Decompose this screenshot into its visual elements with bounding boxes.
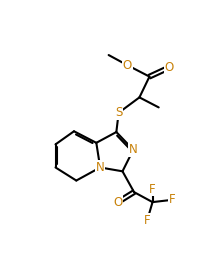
Text: F: F [144, 214, 151, 227]
Text: O: O [113, 196, 123, 209]
Text: F: F [149, 182, 156, 196]
Text: O: O [165, 61, 174, 74]
Text: N: N [129, 143, 138, 156]
Text: N: N [96, 161, 105, 174]
Text: S: S [115, 106, 122, 119]
Text: F: F [169, 193, 176, 206]
Text: O: O [123, 59, 132, 71]
